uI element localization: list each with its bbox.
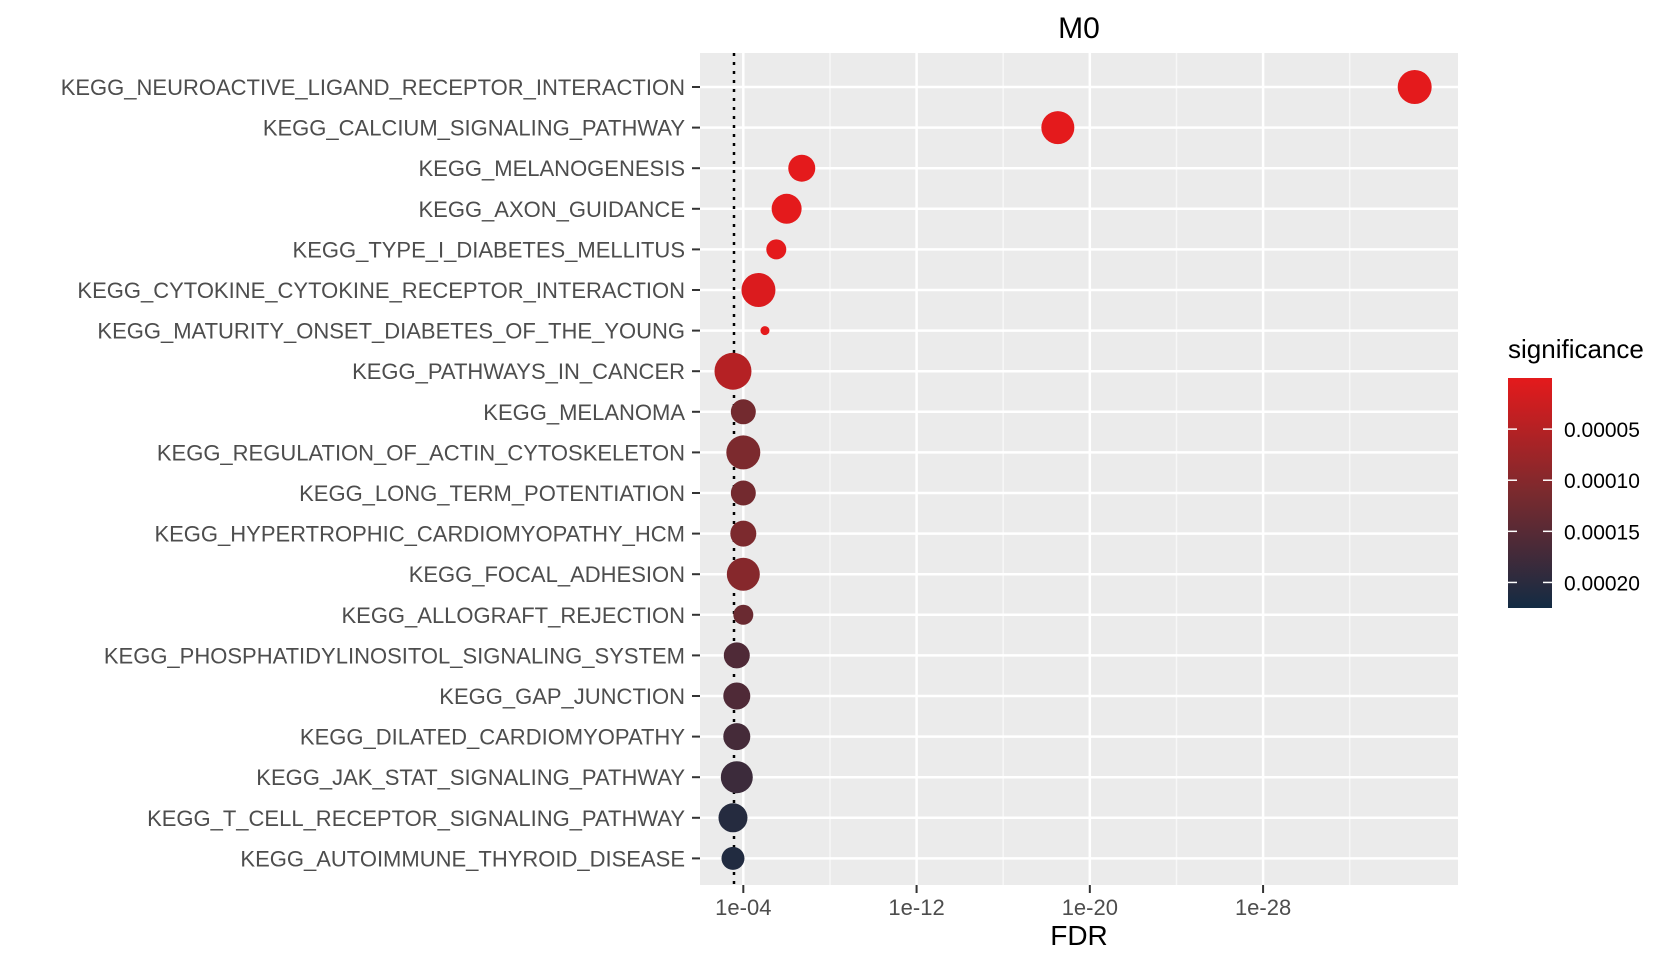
x-tick-label: 1e-12 xyxy=(888,895,944,920)
data-point xyxy=(733,604,754,625)
data-point xyxy=(721,846,745,870)
x-axis-title: FDR xyxy=(1050,920,1108,951)
data-point xyxy=(720,761,753,794)
data-point xyxy=(718,803,748,833)
y-tick-label: KEGG_JAK_STAT_SIGNALING_PATHWAY xyxy=(256,765,685,790)
panel-background xyxy=(700,53,1458,885)
y-tick-label: KEGG_TYPE_I_DIABETES_MELLITUS xyxy=(293,237,685,262)
data-point xyxy=(1397,70,1432,104)
color-legend: significance 0.00005 0.00010 0.00015 0.0002… xyxy=(1508,334,1644,608)
y-tick-label: KEGG_T_CELL_RECEPTOR_SIGNALING_PATHWAY xyxy=(147,806,685,831)
y-tick-label: KEGG_ALLOGRAFT_REJECTION xyxy=(341,603,685,628)
data-point xyxy=(723,682,751,710)
legend-title: significance xyxy=(1508,334,1644,364)
data-point xyxy=(730,399,756,425)
legend-ticks: 0.00005 0.00010 0.00015 0.00020 xyxy=(1508,419,1640,595)
y-tick-label: KEGG_LONG_TERM_POTENTIATION xyxy=(299,481,685,506)
y-tick-label: KEGG_MELANOMA xyxy=(483,400,685,425)
legend-colorbar xyxy=(1508,378,1552,608)
data-point xyxy=(714,352,752,390)
data-point xyxy=(788,154,816,182)
y-tick-label: KEGG_MELANOGENESIS xyxy=(418,156,685,181)
x-tick-label: 1e-28 xyxy=(1235,895,1291,920)
legend-tick-label: 0.00020 xyxy=(1564,572,1640,595)
data-point xyxy=(726,557,760,591)
legend-tick-label: 0.00015 xyxy=(1564,521,1640,544)
data-point xyxy=(766,239,787,260)
x-tick-label: 1e-04 xyxy=(715,895,771,920)
x-axis: 1e-04 1e-12 1e-20 1e-28 xyxy=(715,885,1291,920)
data-point xyxy=(730,480,756,506)
major-gridlines xyxy=(700,53,1458,885)
data-point xyxy=(723,723,751,751)
legend-tick-label: 0.00005 xyxy=(1564,419,1640,442)
data-point xyxy=(760,326,770,336)
y-tick-label: KEGG_CYTOKINE_CYTOKINE_RECEPTOR_INTERACT… xyxy=(77,278,685,303)
y-tick-label: KEGG_HYPERTROPHIC_CARDIOMYOPATHY_HCM xyxy=(154,522,685,547)
data-point xyxy=(1041,111,1075,145)
data-points xyxy=(714,70,1432,870)
y-tick-label: KEGG_MATURITY_ONSET_DIABETES_OF_THE_YOUN… xyxy=(97,319,685,344)
y-tick-label: KEGG_NEUROACTIVE_LIGAND_RECEPTOR_INTERAC… xyxy=(61,75,685,100)
y-axis: KEGG_NEUROACTIVE_LIGAND_RECEPTOR_INTERAC… xyxy=(61,75,700,871)
y-tick-label: KEGG_CALCIUM_SIGNALING_PATHWAY xyxy=(263,116,685,141)
x-tick-label: 1e-20 xyxy=(1062,895,1118,920)
y-tick-label: KEGG_GAP_JUNCTION xyxy=(439,684,685,709)
y-tick-label: KEGG_PHOSPHATIDYLINOSITOL_SIGNALING_SYST… xyxy=(104,643,685,668)
y-tick-label: KEGG_FOCAL_ADHESION xyxy=(409,562,685,587)
y-tick-label: KEGG_AXON_GUIDANCE xyxy=(418,197,685,222)
minor-gridlines xyxy=(829,53,1351,885)
y-tick-label: KEGG_DILATED_CARDIOMYOPATHY xyxy=(300,725,685,750)
data-point xyxy=(730,520,757,547)
data-point xyxy=(726,435,761,470)
y-tick-label: KEGG_REGULATION_OF_ACTIN_CYTOSKELETON xyxy=(157,440,685,465)
data-point xyxy=(741,273,776,307)
chart-title: M0 xyxy=(1058,12,1100,45)
y-tick-label: KEGG_PATHWAYS_IN_CANCER xyxy=(352,359,685,384)
y-tick-label: KEGG_AUTOIMMUNE_THYROID_DISEASE xyxy=(240,846,685,871)
legend-tick-label: 0.00010 xyxy=(1564,470,1640,493)
data-point xyxy=(723,642,750,669)
data-point xyxy=(771,193,802,224)
